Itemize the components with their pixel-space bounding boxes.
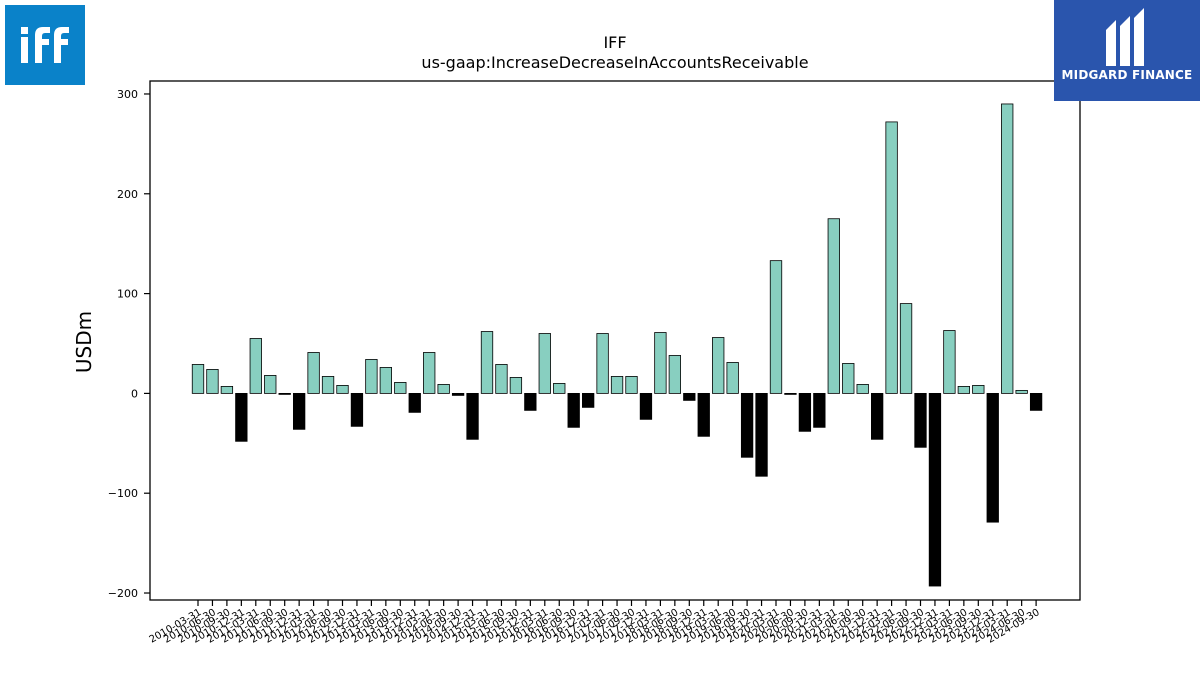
plot-frame <box>149 80 1081 601</box>
iff-logo-mark <box>21 27 69 63</box>
bar-2021-06-30 <box>842 363 855 394</box>
bar-2012-06-30 <box>321 376 335 394</box>
bar-2024-03-31 <box>1001 103 1014 394</box>
chart-subtitle: us-gaap:IncreaseDecreaseInAccountsReceiv… <box>421 53 808 72</box>
bar-2016-09-30 <box>567 392 580 428</box>
bar-2015-09-30 <box>509 377 523 394</box>
bar-2020-09-30 <box>798 392 812 432</box>
y-tick-label: 300 <box>117 88 138 101</box>
bar-2016-12-31 <box>582 392 595 408</box>
bar-2011-09-30 <box>278 392 291 395</box>
bar-2022-03-31 <box>885 121 898 394</box>
bar-2021-12-31 <box>871 392 884 440</box>
y-tick-label: 100 <box>117 288 138 301</box>
bar-2015-06-30 <box>495 364 508 394</box>
bar-2024-06-30 <box>1015 389 1028 394</box>
bar-2017-09-30 <box>625 376 638 394</box>
y-tick-label: 200 <box>117 188 138 201</box>
bar-2012-12-31 <box>350 392 364 427</box>
bar-2018-03-31 <box>654 332 667 394</box>
bar-2016-03-31 <box>538 333 551 394</box>
bar-2019-06-30 <box>726 362 739 394</box>
bar-2010-03-31 <box>191 364 205 394</box>
midgard-logo-text: MIDGARD FINANCE <box>1061 68 1193 82</box>
bar-2024-09-30 <box>1029 392 1043 411</box>
bar-2023-09-30 <box>972 385 985 394</box>
bar-2022-06-30 <box>899 303 913 394</box>
bar-2015-03-31 <box>480 331 494 394</box>
bar-2012-09-30 <box>336 385 349 394</box>
midgard-finance-logo: MIDGARD FINANCE <box>1054 0 1200 101</box>
bar-2023-03-31 <box>943 330 956 394</box>
bar-2010-12-31 <box>235 392 248 442</box>
y-tick-label: −200 <box>108 587 138 600</box>
bar-2018-12-31 <box>697 392 710 437</box>
bar-2022-09-30 <box>914 392 927 448</box>
bar-2013-12-31 <box>408 392 421 413</box>
bar-2019-09-30 <box>740 392 754 458</box>
chart-title: IFF <box>603 33 626 52</box>
bar-2014-09-30 <box>451 392 465 396</box>
y-axis-label: USDm <box>72 311 96 373</box>
bar-2017-06-30 <box>610 376 624 394</box>
bar-2023-06-30 <box>957 386 970 394</box>
x-axis: 2010-03-312010-06-302010-09-302010-12-31… <box>148 600 1042 646</box>
bar-2013-03-31 <box>365 359 378 394</box>
bar-2023-12-31 <box>986 392 999 523</box>
midgard-logo-mark <box>1106 8 1144 66</box>
bar-2010-06-30 <box>206 369 219 394</box>
y-tick-label: 0 <box>131 387 138 400</box>
bar-2010-09-30 <box>220 386 234 394</box>
bar-2012-03-31 <box>307 352 320 394</box>
bar-2014-03-31 <box>423 352 436 394</box>
bar-2014-06-30 <box>437 384 450 394</box>
y-axis: −200 −100 0 100 200 300 <box>108 88 150 600</box>
iff-logo <box>5 5 85 85</box>
bar-2018-09-30 <box>683 392 696 401</box>
bar-2011-06-30 <box>264 375 277 394</box>
bar-2011-03-31 <box>249 338 262 394</box>
bar-2019-03-31 <box>712 337 725 394</box>
bar-2020-06-30 <box>784 392 797 395</box>
bars <box>191 103 1043 587</box>
bar-2017-12-31 <box>639 392 653 420</box>
bar-2020-12-31 <box>813 392 826 428</box>
bar-2021-09-30 <box>856 384 869 394</box>
bar-2013-06-30 <box>379 367 393 394</box>
bar-2013-09-30 <box>394 382 407 394</box>
bar-2018-06-30 <box>668 355 681 394</box>
bar-2011-12-31 <box>292 392 306 430</box>
bar-2020-03-31 <box>769 260 783 394</box>
bar-2019-12-31 <box>755 392 768 477</box>
bar-2016-06-30 <box>553 383 566 394</box>
bar-2014-12-31 <box>466 392 479 440</box>
y-tick-label: −100 <box>108 487 138 500</box>
bar-2017-03-31 <box>596 333 609 394</box>
bar-2015-12-31 <box>524 392 537 411</box>
bar-2021-03-31 <box>827 218 840 394</box>
bar-2022-12-31 <box>928 392 942 587</box>
